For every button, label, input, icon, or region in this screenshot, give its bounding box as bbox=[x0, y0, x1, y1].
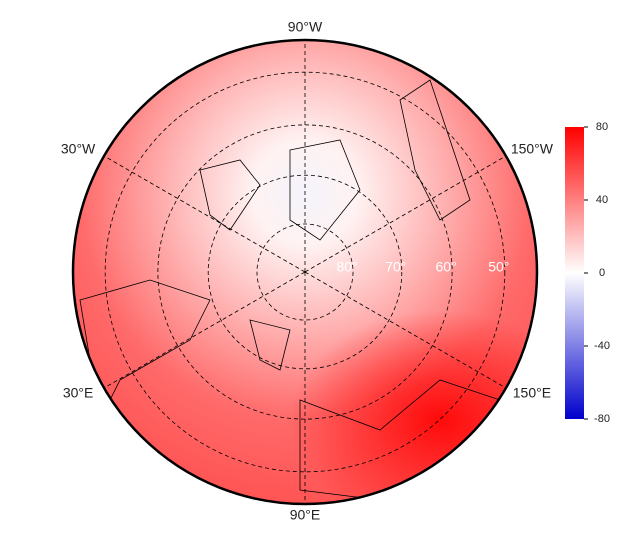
meridian bbox=[103, 271, 306, 389]
warm-anomaly bbox=[290, 310, 537, 504]
colorbar-tick-label: 40 bbox=[596, 194, 608, 206]
meridian-label: 30°W bbox=[61, 141, 96, 157]
meridian-label: 30°E bbox=[63, 385, 94, 401]
parallel-label: 60° bbox=[436, 259, 457, 275]
parallel bbox=[207, 174, 403, 370]
coastline bbox=[79, 79, 501, 501]
colorbar: 80 40 0 -40 -80 bbox=[565, 121, 610, 425]
colorbar-ramp bbox=[565, 127, 584, 419]
colorbar-tick-label: 0 bbox=[599, 267, 605, 279]
parallel-label: 50° bbox=[488, 259, 509, 275]
parallel bbox=[157, 124, 453, 420]
parallel-label: 70° bbox=[385, 259, 406, 275]
colorbar-tick-label: 80 bbox=[596, 121, 608, 133]
field bbox=[73, 40, 537, 504]
meridian-label: 150°W bbox=[511, 141, 554, 157]
colorbar-tick-label: -80 bbox=[594, 413, 610, 425]
map-border bbox=[71, 38, 539, 506]
meridian bbox=[304, 271, 507, 389]
meridian-label: 150°E bbox=[513, 385, 551, 401]
meridian-label: 90°E bbox=[290, 507, 321, 523]
meridian bbox=[103, 155, 306, 273]
parallel-label: 80° bbox=[336, 259, 357, 275]
colorbar-tick-label: -40 bbox=[594, 340, 610, 352]
parallel bbox=[256, 223, 354, 321]
meridian bbox=[304, 155, 507, 273]
meridian-label: 90°W bbox=[288, 19, 323, 35]
